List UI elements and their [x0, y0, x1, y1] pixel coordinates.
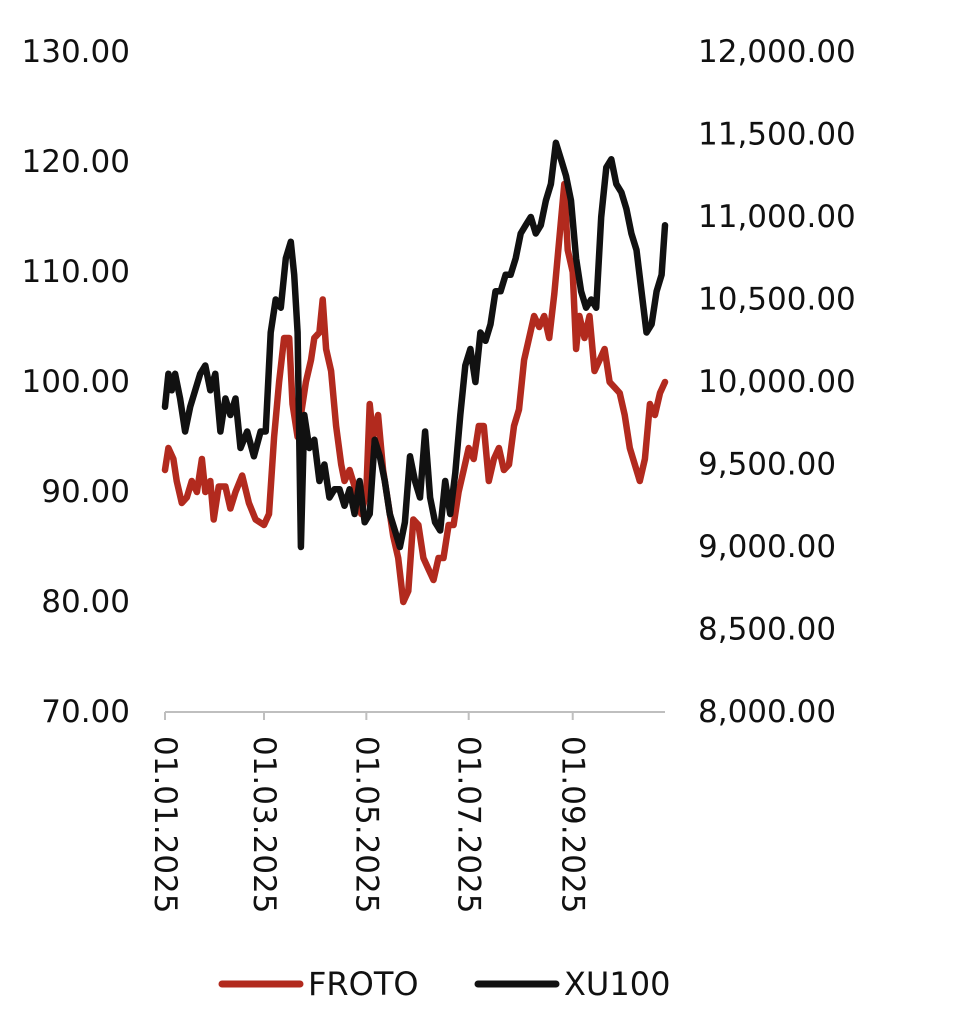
x-axis-tick-label: 01.05.2025	[348, 736, 384, 914]
series-layer	[161, 139, 669, 606]
x-axis-tick-label: 01.01.2025	[147, 736, 183, 914]
left-axis-tick-label: 110.00	[22, 254, 130, 290]
left-axis-tick-label: 120.00	[22, 144, 130, 180]
legend-label-xu100: XU100	[564, 965, 670, 1003]
right-axis-tick-label: 10,000.00	[698, 364, 856, 400]
left-axis-tick-label: 130.00	[22, 34, 130, 70]
x-axis-tick-label: 01.03.2025	[246, 736, 282, 914]
right-axis-tick-label: 9,000.00	[698, 529, 836, 565]
left-axis-ticks: 130.00 120.00 110.00 100.00 90.00 80.00 70.00	[22, 34, 130, 730]
left-axis-tick-label: 70.00	[41, 694, 130, 730]
x-axis: 01.01.2025 01.03.2025 01.05.2025 01.07.2025…	[147, 711, 665, 914]
right-axis-tick-label: 9,500.00	[698, 447, 836, 483]
legend-label-froto: FROTO	[308, 965, 419, 1003]
x-axis-tick-label: 01.07.2025	[451, 736, 487, 914]
series-line-xu100	[161, 139, 669, 551]
left-axis-tick-label: 100.00	[22, 364, 130, 400]
series-line-froto	[161, 180, 669, 606]
right-axis-tick-label: 8,500.00	[698, 612, 836, 648]
right-axis-ticks: 12,000.00 11,500.00 11,000.00 10,500.00 10,0…	[698, 34, 856, 730]
right-axis-tick-label: 8,000.00	[698, 694, 836, 730]
right-axis-tick-label: 11,000.00	[698, 199, 856, 235]
x-axis-tick-label: 01.09.2025	[555, 736, 591, 914]
right-axis-tick-label: 12,000.00	[698, 34, 856, 70]
left-axis-tick-label: 90.00	[41, 474, 130, 510]
right-axis-tick-label: 10,500.00	[698, 282, 856, 318]
left-axis-tick-label: 80.00	[41, 584, 130, 620]
legend: FROTO XU100	[218, 965, 670, 1003]
right-axis-tick-label: 11,500.00	[698, 117, 856, 153]
